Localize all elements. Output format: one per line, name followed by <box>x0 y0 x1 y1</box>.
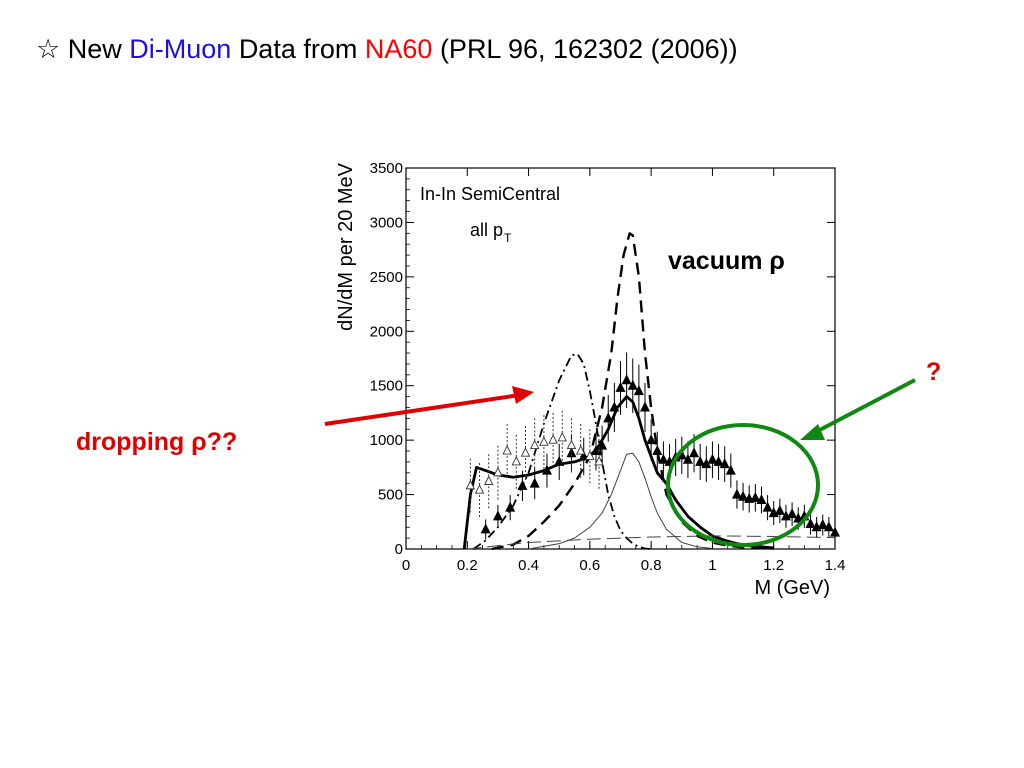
data-point-filled <box>658 453 669 464</box>
data-point-open <box>575 445 586 455</box>
title-word-na60: NA60 <box>364 34 433 64</box>
data-point-open <box>465 479 476 490</box>
y-axis-label: dN/dM per 20 MeV <box>335 162 357 331</box>
data-point-open <box>474 484 485 494</box>
data-point-filled <box>652 445 663 456</box>
x-tick-label: 1 <box>708 557 716 574</box>
series-line-solid-thick <box>462 395 774 550</box>
title-reference: (PRL 96, 162302 (2006)) <box>439 34 738 64</box>
data-point-open <box>520 447 531 457</box>
x-tick-label: 0.2 <box>457 557 478 574</box>
data-point-filled <box>505 501 516 512</box>
data-point-filled <box>695 455 706 466</box>
question-mark-label: ? <box>926 358 942 386</box>
data-point-filled <box>787 508 798 519</box>
star-icon: ☆ <box>36 34 61 64</box>
data-point-filled <box>627 379 638 390</box>
data-point-open <box>493 466 503 477</box>
data-point-open <box>566 439 577 450</box>
x-tick-label: 1.4 <box>825 557 846 574</box>
series-line-solid-thin <box>528 452 713 550</box>
dropping-rho-label: dropping ρ?? <box>76 428 238 456</box>
x-tick-label: 0.4 <box>518 557 539 574</box>
data-point-filled <box>480 523 491 534</box>
data-point-filled <box>640 401 651 412</box>
x-tick-label: 0.6 <box>579 557 600 574</box>
data-point-filled <box>805 517 816 528</box>
x-tick-label: 1.2 <box>763 557 784 574</box>
title-words-data-from: Data from <box>238 34 358 64</box>
data-point-open <box>529 439 540 450</box>
data-point-filled <box>517 479 528 490</box>
data-point-filled <box>590 445 601 456</box>
data-point-filled <box>529 477 540 488</box>
data-point-filled <box>817 519 828 530</box>
data-point-filled <box>615 381 626 392</box>
data-point-filled <box>738 490 749 501</box>
data-point-filled <box>603 412 614 423</box>
green-circle <box>666 423 820 547</box>
series-line-dash-dot <box>472 353 652 550</box>
plot-area: 0 0.2 0.4 0.6 0.8 1 1.2 1.4 0 500 1000 1500 2000 2500… <box>335 160 845 599</box>
data-point-filled <box>646 434 657 445</box>
y-tick-label: 3500 <box>370 160 403 177</box>
y-tick-label: 3000 <box>370 214 403 231</box>
overlay-layer <box>324 378 916 547</box>
data-point-filled <box>713 455 724 466</box>
data-point-filled <box>725 464 736 475</box>
red-arrow-line <box>324 393 521 426</box>
data-point-filled <box>756 494 767 505</box>
data-point-open <box>585 450 595 460</box>
data-point-filled <box>554 455 565 466</box>
data-point-filled <box>823 521 834 532</box>
data-point-open <box>511 455 522 466</box>
y-tick-label: 0 <box>395 541 403 558</box>
series-line-dashed <box>491 232 774 551</box>
slide-title: ☆ New Di-Muon Data from NA60 (PRL 96, 16… <box>36 34 738 65</box>
data-point-filled <box>597 439 608 450</box>
y-tick-label: 1000 <box>370 432 403 449</box>
data-point-open <box>502 445 512 455</box>
y-tick-label: 1500 <box>370 378 403 395</box>
vacuum-rho-label: vacuum ρ <box>668 247 785 275</box>
y-tick-label: 2500 <box>370 269 403 286</box>
green-arrow-head <box>800 424 825 440</box>
data-point-open <box>548 434 558 444</box>
red-arrow-head <box>512 386 534 404</box>
data-point-filled <box>750 491 761 502</box>
data-point-filled <box>689 447 700 458</box>
data-point-open <box>557 431 568 442</box>
y-tick-label: 2000 <box>370 323 403 340</box>
annotation-selection: In-In SemiCentral <box>420 184 560 204</box>
data-point-filled <box>621 374 632 385</box>
data-point-filled <box>731 488 742 499</box>
y-tick-label: 500 <box>378 487 403 504</box>
annotation-pt-subscript: T <box>504 231 512 245</box>
data-point-open <box>484 475 494 485</box>
data-point-filled <box>492 510 503 521</box>
data-point-filled <box>830 526 840 537</box>
data-point-open <box>594 455 604 466</box>
green-arrow-line <box>811 378 916 436</box>
data-point-filled <box>676 449 687 460</box>
data-point-open <box>539 436 549 446</box>
data-point-filled <box>633 385 644 396</box>
data-point-filled <box>609 401 620 412</box>
data-point-filled <box>719 458 730 469</box>
x-axis-label: M (GeV) <box>754 577 830 599</box>
x-tick-label: 0 <box>402 557 410 574</box>
data-point-filled <box>541 464 552 475</box>
data-point-filled <box>707 453 718 464</box>
series-line-long-dash-background <box>467 535 836 550</box>
annotation-pt: all p <box>470 220 503 240</box>
data-point-filled <box>682 453 693 464</box>
data-point-filled <box>701 458 712 469</box>
data-point-filled <box>762 501 773 512</box>
title-word-dimuon: Di-Muon <box>129 34 232 64</box>
title-word-new: New <box>67 34 122 64</box>
x-tick-label: 0.8 <box>641 557 662 574</box>
data-point-filled <box>774 504 785 515</box>
